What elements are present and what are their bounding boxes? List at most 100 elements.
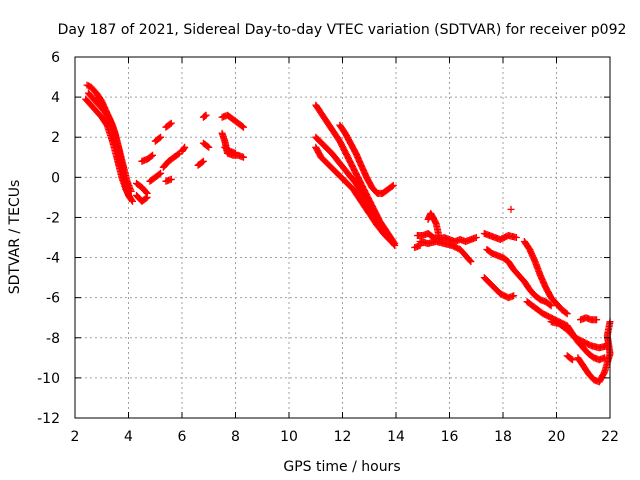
data-point	[180, 144, 188, 152]
data-point	[202, 111, 210, 119]
x-tick-label: 16	[441, 429, 459, 445]
series-trace-35	[574, 318, 614, 386]
x-tick-label: 2	[71, 429, 80, 445]
data-point	[435, 232, 443, 239]
data-point	[166, 120, 174, 128]
data-point	[240, 153, 247, 161]
series-trace-9	[162, 119, 175, 131]
data-point	[593, 316, 601, 324]
x-tick-label: 12	[334, 429, 352, 445]
data-point	[388, 182, 396, 190]
data-point	[204, 142, 212, 150]
data-point	[569, 356, 576, 364]
data-point	[240, 123, 247, 131]
data-point	[466, 257, 474, 265]
data-point	[563, 310, 571, 318]
x-tick-label: 22	[601, 429, 619, 445]
data-point	[167, 175, 175, 183]
series-trace-16	[218, 111, 247, 131]
data-point	[205, 143, 213, 151]
data-point	[148, 152, 155, 160]
series-trace-27	[480, 230, 520, 243]
data-point	[143, 189, 151, 197]
y-tick-label: -4	[46, 251, 60, 267]
data-point	[562, 309, 570, 317]
data-point	[467, 258, 475, 266]
data-point	[390, 240, 398, 248]
data-point	[507, 205, 515, 213]
x-tick-labels: 2 4 6 8 10 12 14 16 18 20 22	[71, 429, 619, 445]
series-trace-28	[483, 246, 555, 310]
series-trace-13	[194, 157, 207, 169]
series-trace-17	[218, 129, 247, 161]
series-trace-23	[413, 230, 480, 245]
series-trace-21	[312, 133, 399, 249]
series-trace-5	[133, 179, 151, 197]
series-trace-15	[199, 139, 213, 151]
chart-title: Day 187 of 2021, Sidereal Day-to-day VTE…	[58, 22, 627, 38]
y-axis-label: SDTVAR / TECUs	[7, 180, 23, 295]
series-trace-25	[411, 242, 424, 251]
y-tick-labels: 6 4 2 0 -2 -4 -6 -8 -10 -12	[37, 50, 60, 427]
data-point	[157, 169, 165, 177]
y-tick-label: -8	[46, 331, 60, 347]
series-trace-36	[563, 352, 576, 364]
series-trace-3	[84, 89, 135, 195]
data-point	[416, 242, 424, 249]
series-trace-4	[133, 191, 151, 205]
x-tick-label: 20	[548, 429, 566, 445]
data-point	[547, 302, 555, 310]
data-point	[239, 122, 246, 130]
series-trace-8	[151, 133, 165, 145]
x-tick-label: 6	[178, 429, 187, 445]
grid	[75, 57, 610, 418]
data-point	[391, 242, 399, 249]
x-tick-label: 4	[124, 429, 133, 445]
data-point	[568, 355, 575, 363]
data-point	[126, 193, 134, 201]
data-points	[82, 81, 614, 386]
y-tick-label: -12	[37, 411, 60, 427]
series-trace-22	[336, 121, 397, 197]
series-trace-24	[416, 238, 475, 266]
axis-ticks	[74, 56, 611, 419]
series-trace-30	[507, 205, 515, 213]
x-tick-label: 8	[231, 429, 240, 445]
series-trace-34	[577, 314, 601, 324]
x-tick-label: 18	[494, 429, 512, 445]
data-point	[167, 119, 175, 127]
series-trace-31	[520, 238, 571, 318]
data-point	[472, 234, 480, 241]
data-point	[181, 143, 189, 151]
series-trace-12	[178, 143, 189, 155]
series-trace-26	[424, 209, 443, 239]
data-point	[156, 170, 163, 178]
series-trace-33	[547, 318, 611, 352]
series-trace-19	[312, 101, 399, 247]
x-tick-label: 14	[387, 429, 405, 445]
data-point	[129, 197, 136, 205]
series-trace-6	[138, 151, 157, 165]
y-tick-label: -6	[46, 291, 60, 307]
series-trace-29	[480, 274, 518, 302]
series-trace-7	[146, 169, 165, 185]
data-point	[149, 151, 157, 159]
series-trace-11	[162, 175, 175, 185]
data-point	[546, 301, 554, 309]
data-point	[198, 158, 206, 166]
series-trace-14	[199, 111, 210, 121]
y-tick-label: 0	[51, 170, 60, 186]
data-point	[199, 157, 207, 165]
data-point	[512, 234, 520, 241]
data-point	[142, 188, 150, 196]
data-point	[156, 134, 163, 142]
y-tick-label: 2	[51, 130, 60, 146]
data-point	[127, 187, 135, 195]
x-axis-label: GPS time / hours	[283, 459, 400, 475]
series-trace-18	[221, 143, 239, 157]
x-tick-label: 10	[280, 429, 298, 445]
data-point	[232, 149, 239, 157]
series-trace-10	[159, 149, 183, 171]
y-tick-label: -2	[46, 210, 60, 226]
